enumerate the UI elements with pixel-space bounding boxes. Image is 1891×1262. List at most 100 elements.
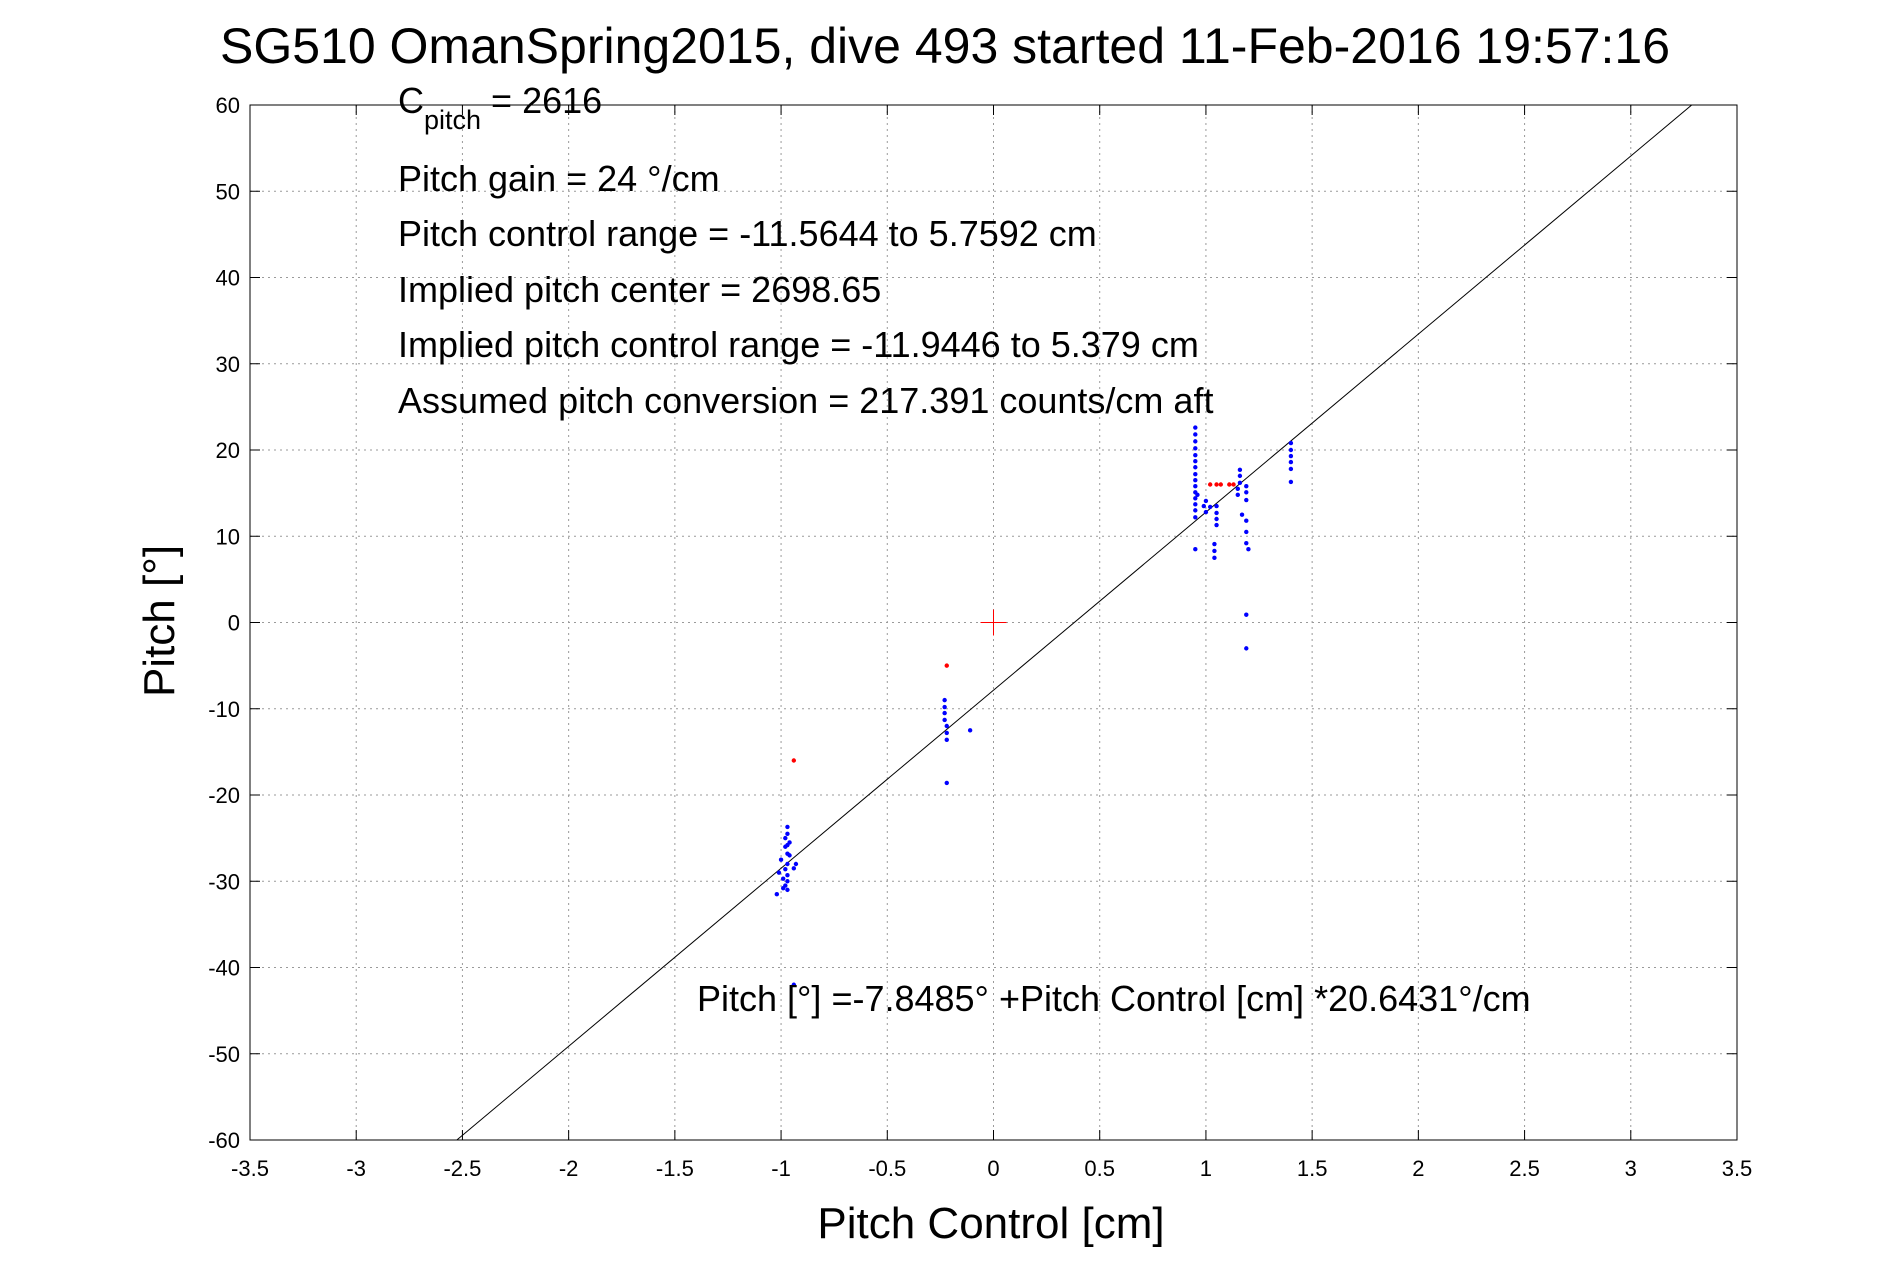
data-point-red xyxy=(1218,482,1223,487)
data-point-blue xyxy=(1288,440,1294,446)
data-point-blue xyxy=(1193,452,1198,458)
x-tick-label: 0 xyxy=(987,1156,999,1181)
data-point-blue xyxy=(1212,541,1217,547)
data-point-red xyxy=(1207,482,1213,487)
data-point-blue xyxy=(1288,459,1294,465)
data-point-blue xyxy=(791,982,797,987)
x-tick-label: -1.5 xyxy=(656,1156,694,1181)
data-points xyxy=(774,425,1294,987)
data-point-blue xyxy=(967,728,973,733)
data-point-blue xyxy=(1193,502,1198,507)
fit-line xyxy=(456,104,1693,1141)
y-tick-label: -60 xyxy=(208,1128,240,1153)
data-point-blue xyxy=(776,870,782,875)
annotation-c-pitch-main: C xyxy=(398,80,424,121)
center-marker-layer xyxy=(980,609,1007,636)
data-point-blue xyxy=(1207,504,1213,510)
data-point-blue xyxy=(1244,529,1249,535)
x-tick-label: 1 xyxy=(1200,1156,1212,1181)
data-point-blue xyxy=(1244,518,1249,523)
data-point-blue xyxy=(1239,512,1245,517)
data-point-blue xyxy=(1193,484,1198,489)
data-point-blue xyxy=(942,697,947,703)
data-point-red xyxy=(1231,482,1236,487)
data-point-blue xyxy=(780,876,786,881)
data-point-blue xyxy=(1193,515,1198,520)
data-point-red xyxy=(1214,482,1219,487)
data-point-blue xyxy=(942,717,947,723)
data-point-blue xyxy=(1237,473,1243,479)
data-point-blue xyxy=(785,831,790,837)
y-tick-label: 10 xyxy=(216,524,240,549)
y-tick-label: 20 xyxy=(216,438,240,463)
data-point-blue xyxy=(787,853,792,858)
y-ticks: 60 50 40 30 20 10 0 -10 -20 -30 -40 -50 -60 xyxy=(208,93,1737,1153)
annotation-assumed-pitch-conversion: Assumed pitch conversion = 217.391 count… xyxy=(398,380,1213,421)
data-point-blue xyxy=(1193,425,1198,430)
x-tick-label: 1.5 xyxy=(1297,1156,1328,1181)
data-point-blue xyxy=(783,866,788,872)
data-point-blue xyxy=(1193,459,1198,464)
x-axis-label: Pitch Control [cm] xyxy=(817,1199,1164,1248)
data-point-blue xyxy=(1244,612,1249,617)
y-tick-label: 40 xyxy=(216,266,240,291)
x-tick-label: 2.5 xyxy=(1509,1156,1540,1181)
annotation-c-pitch: Cpitch = 2616 xyxy=(398,80,602,135)
data-point-blue xyxy=(783,835,788,841)
data-point-blue xyxy=(785,879,790,884)
x-tick-label: -0.5 xyxy=(868,1156,906,1181)
data-point-blue xyxy=(1237,467,1243,473)
data-point-blue xyxy=(1244,484,1249,489)
data-point-blue xyxy=(1288,479,1294,485)
data-point-blue xyxy=(1203,509,1209,515)
data-point-blue xyxy=(1288,453,1294,459)
data-point-blue xyxy=(1195,492,1200,498)
annotation-fit-equation: Pitch [°] =-7.8485° +Pitch Control [cm] … xyxy=(697,978,1531,1019)
data-point-blue xyxy=(1212,548,1217,554)
x-tick-label: -2.5 xyxy=(443,1156,481,1181)
annotation-implied-pitch-center: Implied pitch center = 2698.65 xyxy=(398,269,881,310)
data-point-blue xyxy=(778,857,784,862)
data-point-blue xyxy=(1288,466,1294,472)
annotation-pitch-control-range: Pitch control range = -11.5644 to 5.7592… xyxy=(398,213,1097,254)
x-tick-label: 3 xyxy=(1625,1156,1637,1181)
data-point-blue xyxy=(793,861,799,867)
x-tick-label: -3 xyxy=(346,1156,366,1181)
data-point-blue xyxy=(785,861,790,867)
data-point-blue xyxy=(944,737,949,742)
y-axis-label: Pitch [°] xyxy=(135,545,184,697)
data-point-blue xyxy=(1193,439,1198,444)
data-point-blue xyxy=(1193,477,1198,483)
x-ticks: -3.5 -3 -2.5 -2 -1.5 -1 -0.5 0 0.5 1 1.5 2 2.5 3 3.5 xyxy=(231,105,1752,1181)
data-point-blue xyxy=(944,730,949,736)
x-tick-label: -3.5 xyxy=(231,1156,269,1181)
y-tick-label: -10 xyxy=(208,697,240,722)
data-point-blue xyxy=(1288,447,1294,453)
x-tick-label: 3.5 xyxy=(1722,1156,1753,1181)
data-point-red xyxy=(1227,482,1232,487)
data-point-blue xyxy=(1246,546,1251,552)
data-point-blue xyxy=(785,887,790,893)
y-tick-label: -20 xyxy=(208,783,240,808)
data-point-blue xyxy=(1203,498,1209,504)
y-tick-label: -30 xyxy=(208,869,240,894)
x-tick-label: 2 xyxy=(1412,1156,1424,1181)
data-point-blue xyxy=(942,704,947,710)
y-tick-label: 30 xyxy=(216,352,240,377)
data-point-blue xyxy=(1235,492,1240,498)
annotation-pitch-gain: Pitch gain = 24 °/cm xyxy=(398,158,720,199)
data-point-blue xyxy=(1214,522,1219,528)
data-point-blue xyxy=(1214,503,1219,509)
data-point-blue xyxy=(774,891,780,897)
x-tick-label: -2 xyxy=(559,1156,579,1181)
annotation-c-pitch-sub: pitch xyxy=(424,105,481,135)
data-point-blue xyxy=(1201,503,1207,509)
y-tick-label: 60 xyxy=(216,93,240,118)
annotation-c-pitch-value: = 2616 xyxy=(481,80,602,121)
data-point-blue xyxy=(783,883,788,888)
data-point-blue xyxy=(1214,516,1219,522)
data-point-blue xyxy=(1212,555,1217,561)
data-point-blue xyxy=(1193,496,1198,501)
